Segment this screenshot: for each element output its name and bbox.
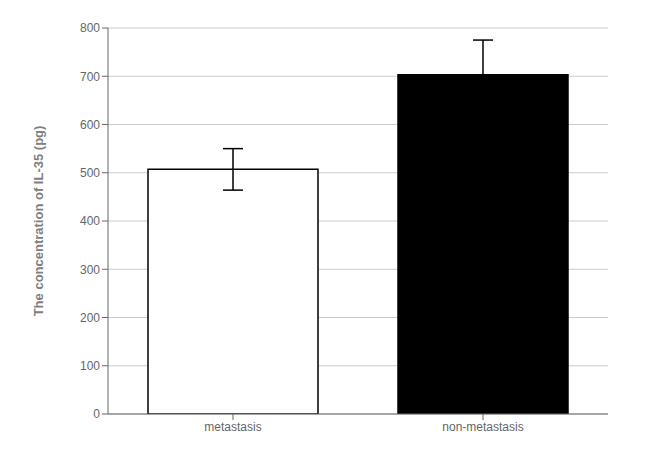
svg-text:100: 100 [80,359,100,373]
svg-text:700: 700 [80,70,100,84]
svg-text:600: 600 [80,118,100,132]
svg-text:non-metastasis: non-metastasis [442,420,523,434]
svg-text:800: 800 [80,21,100,35]
svg-text:400: 400 [80,214,100,228]
svg-text:500: 500 [80,166,100,180]
svg-text:200: 200 [80,311,100,325]
svg-text:metastasis: metastasis [204,420,261,434]
svg-text:300: 300 [80,263,100,277]
svg-text:The concentration of IL-35 (pg: The concentration of IL-35 (pg) [31,126,46,317]
svg-text:0: 0 [93,407,100,421]
